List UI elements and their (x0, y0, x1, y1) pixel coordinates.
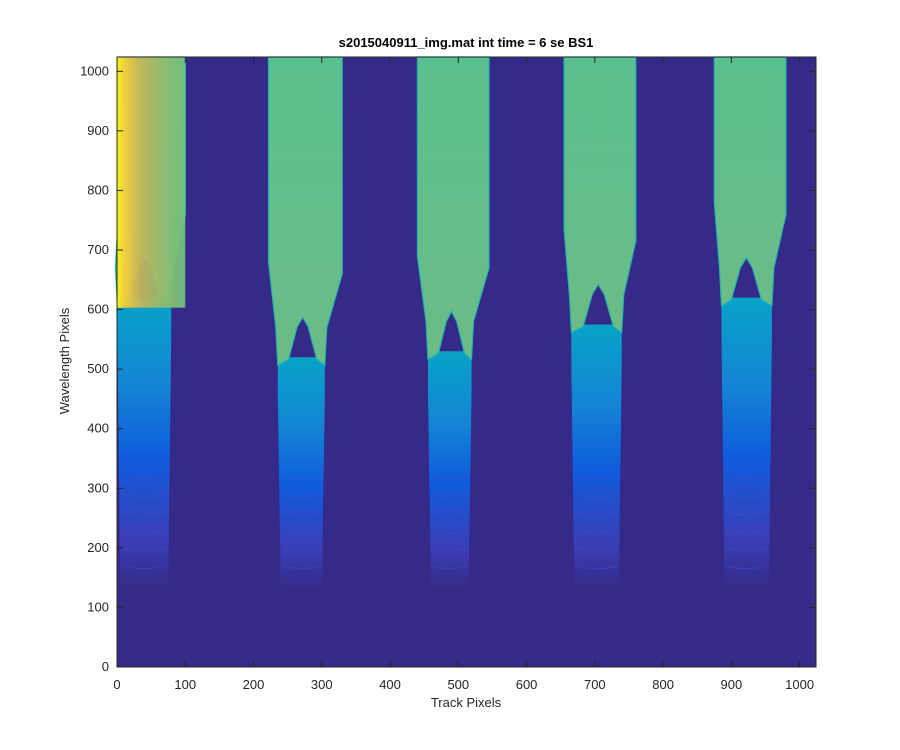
y-axis-label: Wavelength Pixels (57, 307, 72, 414)
track-5-band (721, 297, 772, 590)
chart-title: s2015040911_img.mat int time = 6 se BS1 (339, 35, 594, 50)
x-axis: 0 100 200 300 400 500 600 700 800 900 1000 (113, 57, 814, 692)
track-2-ripple (282, 529, 320, 534)
track-5-ripple (726, 529, 768, 534)
track-5 (713, 56, 787, 590)
track-1-ripple (122, 493, 167, 498)
track-4-ripple (576, 565, 617, 570)
track-5-ripple (726, 565, 768, 570)
track-4-ripple (576, 493, 617, 498)
track-1-ripple (122, 529, 167, 534)
track-4-ripple (576, 475, 617, 480)
y-tick-label: 600 (87, 302, 109, 317)
x-tick-label: 700 (584, 677, 606, 692)
track-3-saturated (416, 56, 490, 361)
y-tick-label: 400 (87, 421, 109, 436)
y-tick-label: 200 (87, 540, 109, 555)
track-5-ripple (726, 547, 768, 552)
track-4-ripple (576, 511, 617, 516)
x-tick-label: 300 (311, 677, 333, 692)
x-tick-label: 900 (721, 677, 743, 692)
y-tick-label: 300 (87, 480, 109, 495)
track-1-hot-edge (117, 57, 186, 308)
plot-area (114, 56, 817, 668)
track-2-ripple (282, 475, 320, 480)
track-3 (416, 56, 490, 590)
track-1-ripple (122, 565, 167, 570)
track-4 (563, 56, 637, 590)
track-1-ripple (122, 547, 167, 552)
track-2-ripple (282, 565, 320, 570)
track-3-ripple (432, 511, 467, 516)
track-3-ripple (432, 565, 467, 570)
axes-frame (116, 56, 817, 668)
track-1-band (117, 297, 172, 590)
x-tick-label: 0 (113, 677, 120, 692)
track-5-ripple (726, 493, 768, 498)
track-5-saturated (713, 56, 787, 307)
track-3-ripple (432, 529, 467, 534)
track-1 (114, 56, 186, 590)
track-4-band (571, 324, 622, 590)
y-tick-label: 1000 (80, 63, 109, 78)
x-tick-label: 800 (652, 677, 674, 692)
x-tick-label: 1000 (785, 677, 814, 692)
y-tick-label: 100 (87, 599, 109, 614)
track-2-band (277, 357, 325, 590)
track-3-ripple (432, 493, 467, 498)
track-2 (267, 56, 343, 590)
x-tick-label: 200 (243, 677, 265, 692)
y-axis: 0 100 200 300 400 500 600 700 800 900 1000 (80, 63, 816, 674)
track-4-ripple (576, 547, 617, 552)
y-tick-label: 0 (102, 659, 109, 674)
x-tick-label: 100 (174, 677, 196, 692)
track-1-ripple (122, 475, 167, 480)
y-tick-label: 800 (87, 182, 109, 197)
track-4-ripple (576, 529, 617, 534)
track-3-band (428, 351, 472, 590)
track-2-saturated (267, 56, 343, 367)
x-axis-label: Track Pixels (431, 695, 502, 710)
x-tick-label: 600 (516, 677, 538, 692)
track-3-ripple (432, 547, 467, 552)
track-2-ripple (282, 493, 320, 498)
y-tick-label: 500 (87, 361, 109, 376)
track-5-ripple (726, 511, 768, 516)
y-tick-label: 700 (87, 242, 109, 257)
track-2-ripple (282, 511, 320, 516)
track-5-ripple (726, 475, 768, 480)
track-2-ripple (282, 547, 320, 552)
x-tick-label: 500 (447, 677, 469, 692)
x-tick-label: 400 (379, 677, 401, 692)
track-4-saturated (563, 56, 637, 334)
track-3-ripple (432, 475, 467, 480)
track-1-ripple (122, 511, 167, 516)
y-tick-label: 900 (87, 123, 109, 138)
